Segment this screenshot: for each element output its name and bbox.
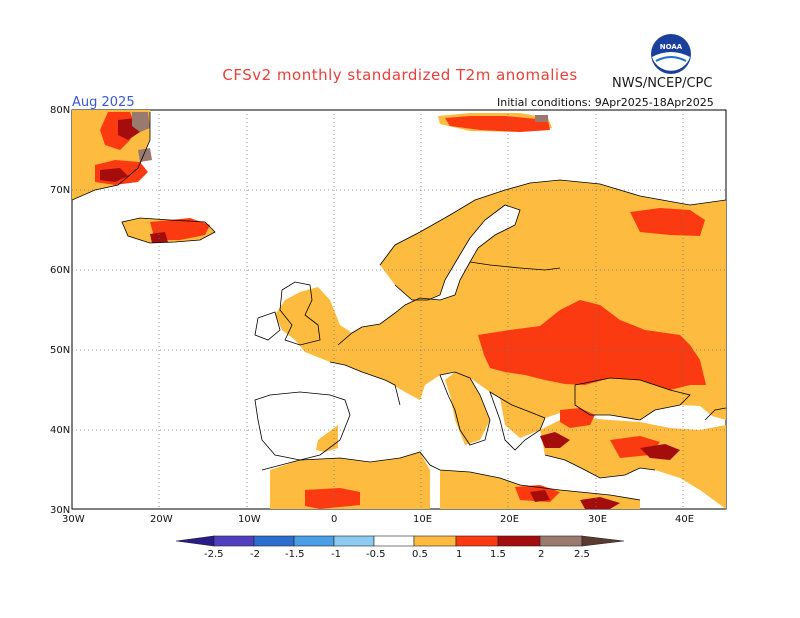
colorbar-segment bbox=[293, 535, 335, 547]
lat-label: 50N bbox=[50, 345, 70, 356]
forecast-month: Aug 2025 bbox=[72, 95, 135, 110]
colorbar-label: 0.5 bbox=[412, 549, 428, 560]
lon-label: 20E bbox=[500, 514, 519, 525]
lat-labels: 80N 70N 60N 50N 40N 30N bbox=[50, 105, 70, 516]
lon-label: 0 bbox=[331, 514, 337, 525]
colorbar-segment bbox=[455, 535, 499, 547]
agency-label: NWS/NCEP/CPC bbox=[612, 76, 713, 91]
colorbar-label: -2 bbox=[250, 549, 260, 560]
initial-conditions: Initial conditions: 9Apr2025-18Apr2025 bbox=[497, 96, 714, 109]
colorbar-label: -1 bbox=[331, 549, 341, 560]
lat-label: 60N bbox=[50, 265, 70, 276]
lon-label: 10W bbox=[238, 514, 261, 525]
lon-labels: 30W 20W 10W 0 10E 20E 30E 40E bbox=[62, 514, 694, 525]
noaa-logo: NOAA bbox=[651, 34, 691, 74]
colorbar-segment bbox=[373, 535, 415, 547]
lon-label: 30E bbox=[588, 514, 607, 525]
colorbar-arrow-right bbox=[581, 535, 625, 547]
colorbar bbox=[175, 535, 625, 547]
lon-label: 20W bbox=[150, 514, 173, 525]
lon-label: 10E bbox=[413, 514, 432, 525]
logo-text: NOAA bbox=[660, 43, 683, 51]
lon-label: 30W bbox=[62, 514, 85, 525]
colorbar-label: 1.5 bbox=[490, 549, 506, 560]
colorbar-segment bbox=[213, 535, 255, 547]
colorbar-labels: -2.5 -2 -1.5 -1 -0.5 0.5 1 1.5 2 2.5 bbox=[204, 549, 590, 560]
colorbar-label: -0.5 bbox=[366, 549, 386, 560]
colorbar-segment bbox=[333, 535, 375, 547]
colorbar-segment bbox=[413, 535, 457, 547]
colorbar-label: 2 bbox=[538, 549, 544, 560]
colorbar-label: 1 bbox=[456, 549, 462, 560]
lon-label: 40E bbox=[675, 514, 694, 525]
lat-label: 80N bbox=[50, 105, 70, 116]
anomaly-fill-2-to-2-5 bbox=[132, 112, 548, 162]
colorbar-segment bbox=[539, 535, 583, 547]
lat-label: 40N bbox=[50, 425, 70, 436]
lat-label: 70N bbox=[50, 185, 70, 196]
colorbar-label: 2.5 bbox=[574, 549, 590, 560]
chart-title: CFSv2 monthly standardized T2m anomalies bbox=[222, 66, 578, 84]
colorbar-arrow-left bbox=[175, 535, 215, 547]
coastlines bbox=[72, 112, 726, 501]
colorbar-segment bbox=[497, 535, 541, 547]
colorbar-label: -2.5 bbox=[204, 549, 224, 560]
colorbar-segment bbox=[253, 535, 295, 547]
lat-label: 30N bbox=[50, 505, 70, 516]
colorbar-label: -1.5 bbox=[285, 549, 305, 560]
